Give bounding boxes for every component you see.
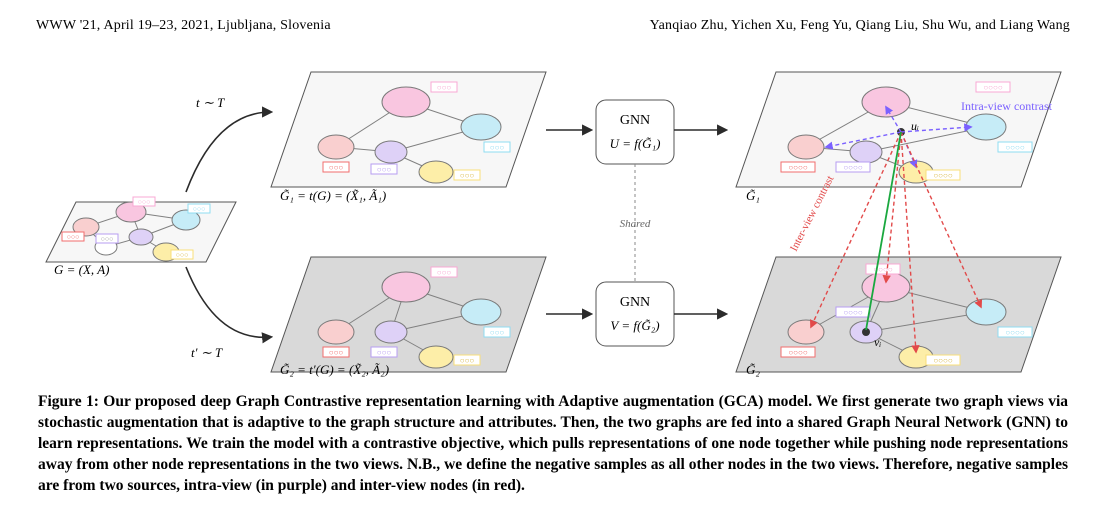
svg-text:○○○: ○○○ [329,163,344,172]
gnn-bot-box: GNN V = f(G̃₂) [596,282,674,346]
page: WWW '21, April 19–23, 2021, Ljubljana, S… [0,0,1106,528]
feat-box: ○○○ [176,252,189,259]
svg-text:○○○○: ○○○○ [1005,328,1024,337]
figure-svg: ○○○ ○○○ ○○○ ○○○ ○○○ G = (X, A) t ∼ T t′ … [36,52,1070,382]
svg-text:○○○○: ○○○○ [1005,143,1024,152]
gnn-top-eq: U = f(G̃₁) [610,136,661,151]
gnn-bot-title: GNN [620,295,650,310]
caption-text: Figure 1: Our proposed deep Graph Contra… [38,393,1068,494]
figure-caption: Figure 1: Our proposed deep Graph Contra… [38,392,1068,497]
svg-text:○○○○: ○○○○ [933,356,952,365]
svg-text:○○○: ○○○ [377,348,392,357]
feat-box: ○○○ [67,234,80,241]
svg-text:○○○○: ○○○○ [843,163,862,172]
running-header: WWW '21, April 19–23, 2021, Ljubljana, S… [36,18,1070,34]
svg-text:○○○○: ○○○○ [983,83,1002,92]
gnn-top-title: GNN [620,113,650,128]
label-g2r: G̃₂ [746,362,760,377]
svg-text:○○○○: ○○○○ [843,308,862,317]
svg-text:○○○: ○○○ [329,348,344,357]
label-vi: vᵢ [874,335,881,349]
feat-box: ○○○ [101,236,114,243]
arrow-t-top [186,112,271,192]
source-graph-plane: ○○○ ○○○ ○○○ ○○○ ○○○ G = (X, A) [46,197,236,277]
svg-text:○○○: ○○○ [377,165,392,174]
header-left: WWW '21, April 19–23, 2021, Ljubljana, S… [36,18,331,34]
svg-text:○○○: ○○○ [437,83,452,92]
label-g1: G̃₁ = t(G) = (X̃₁, Ã₁) [280,188,386,203]
gnn-top-box: GNN U = f(G̃₁) [596,100,674,164]
label-t-bot: t′ ∼ T [191,345,223,360]
svg-text:○○○: ○○○ [437,268,452,277]
shared-label: Shared [620,218,651,230]
label-g: G = (X, A) [54,262,109,277]
intra-label: Intra-view contrast [961,99,1053,113]
g2-embed-plane: vᵢ ○○○○ ○○○○ ○○○○ ○○○○ ○○○○ G̃₂ [736,257,1061,377]
gnn-bot-eq: V = f(G̃₂) [610,318,659,333]
g1-plane: ○○○ ○○○ ○○○ ○○○ ○○○ G̃₁ = t(G) = (X̃₁, Ã… [271,72,546,203]
svg-text:○○○○: ○○○○ [788,163,807,172]
figure-1: ○○○ ○○○ ○○○ ○○○ ○○○ G = (X, A) t ∼ T t′ … [36,52,1070,382]
header-right: Yanqiao Zhu, Yichen Xu, Feng Yu, Qiang L… [650,18,1070,34]
svg-text:○○○○: ○○○○ [933,171,952,180]
g1-embed-plane: uᵢ ○○○○ ○○○○ ○○○○ ○○○○ ○○○○ G̃₁ Intra-vi… [736,72,1061,203]
label-g2: G̃₂ = t′(G) = (X̃₂, Ã₂) [280,362,389,377]
svg-text:○○○: ○○○ [460,171,475,180]
label-g1r: G̃₁ [746,188,760,203]
arrow-t-bot [186,267,271,337]
svg-text:○○○: ○○○ [490,143,505,152]
g2-plane: ○○○ ○○○ ○○○ ○○○ ○○○ G̃₂ = t′(G) = (X̃₂, … [271,257,546,377]
svg-text:○○○○: ○○○○ [788,348,807,357]
svg-text:○○○: ○○○ [460,356,475,365]
feat-box: ○○○ [138,199,151,206]
label-t-top: t ∼ T [196,95,225,110]
feat-box: ○○○ [193,206,206,213]
svg-text:○○○: ○○○ [490,328,505,337]
